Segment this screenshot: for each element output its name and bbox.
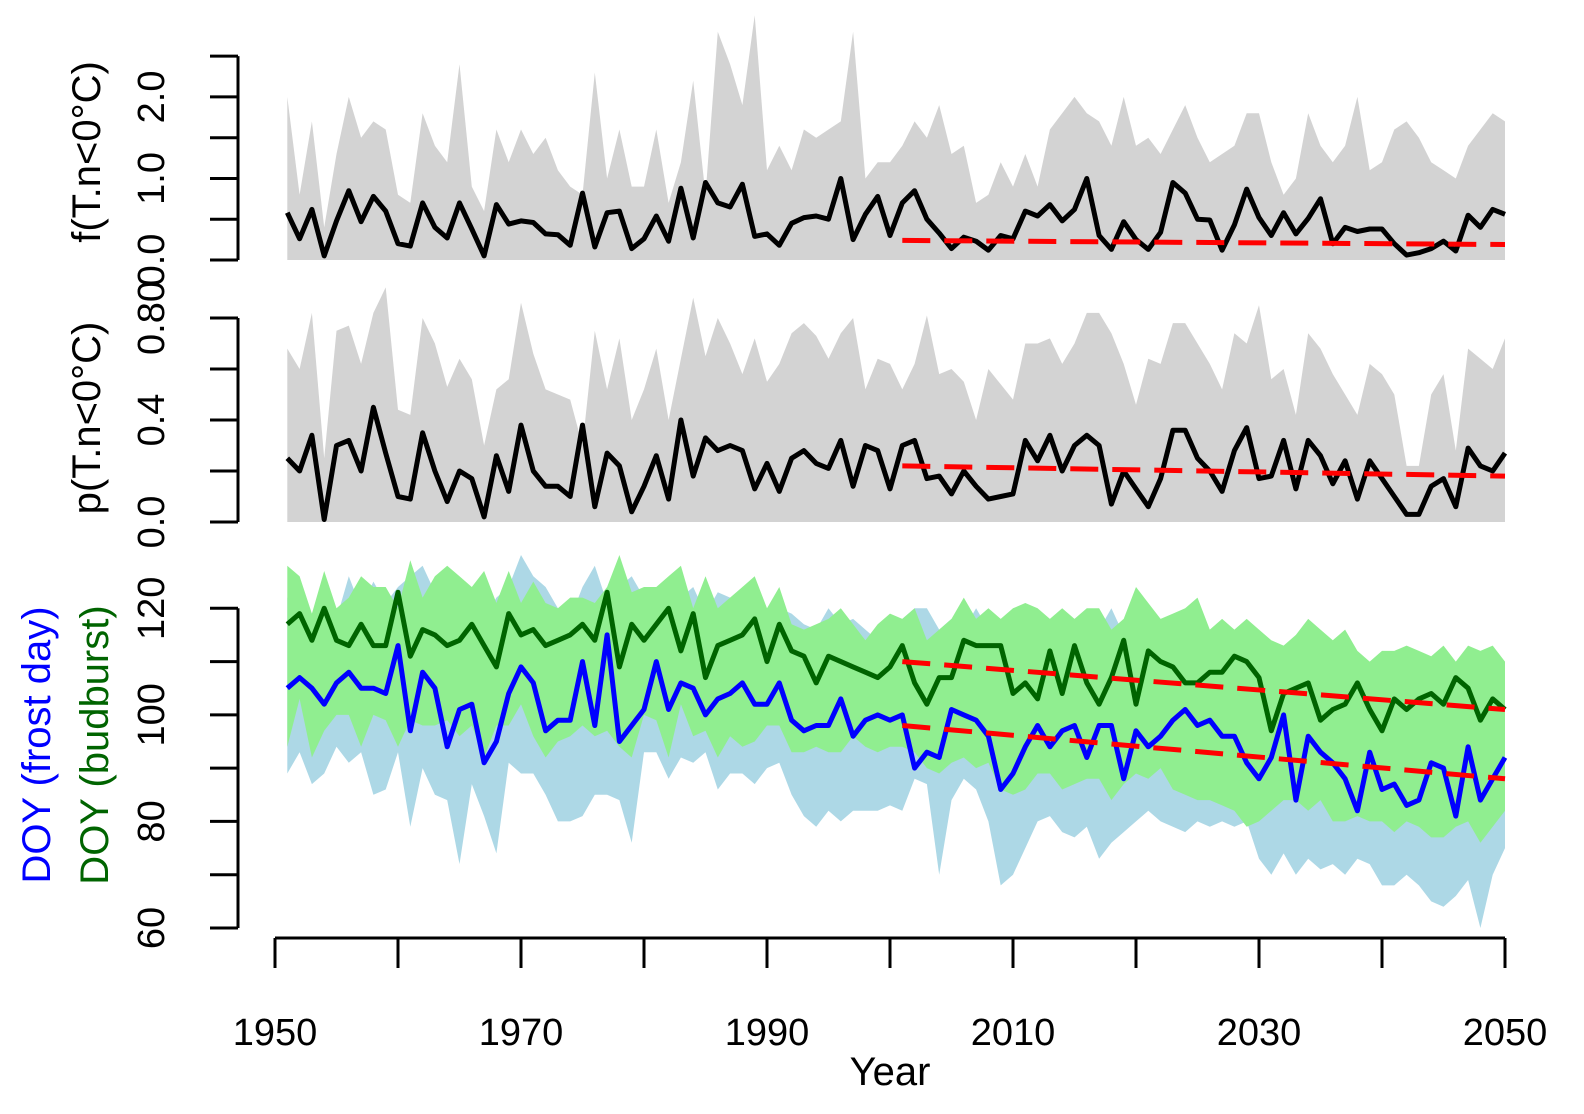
x-tick-label: 1970 [479,1012,564,1054]
trend-line [902,659,1506,713]
x-tick-label: 2030 [1217,1012,1302,1054]
y-tick-label: 0.0 [131,234,173,287]
series-line [285,404,1508,522]
panel-top: 0.0 1.0 2.0 f(T.n<0°C) [65,15,1506,287]
y-tick-label: 1.0 [131,152,173,205]
panel-bottom-y-label-frost: DOY (frost day) [15,606,59,883]
panel-bottom: 60 80 100 120 DOY (frost day) DOY (budburst… [15,555,1508,949]
x-tick-label: 1990 [725,1012,810,1054]
trend-line [902,237,1506,248]
panel-middle-y-axis: 0.0 0.4 0.80 [131,281,240,549]
x-axis-title: Year [850,1050,931,1094]
y-tick-label: 100 [131,683,173,746]
x-axis: 1950 1970 1990 2010 2030 2050 [233,936,1548,1054]
y-tick-label: 60 [131,907,173,949]
panel-middle-marks [285,287,1508,522]
panel-bottom-y-label-budburst: DOY (budburst) [73,605,117,884]
trend-line [902,463,1506,479]
x-tick-label: 2050 [1463,1012,1548,1054]
y-tick-label: 0.4 [131,394,173,447]
uncertainty-band [287,287,1505,522]
x-tick-label: 2010 [971,1012,1056,1054]
uncertainty-band [287,15,1505,261]
y-tick-label: 80 [131,800,173,842]
y-tick-label: 120 [131,577,173,640]
y-tick-label: 0.80 [131,281,173,355]
panel-middle: 0.0 0.4 0.80 p(T.n<0°C) [65,281,1508,549]
y-tick-label: 2.0 [131,71,173,124]
panel-bottom-marks [285,555,1508,928]
panel-bottom-y-axis: 60 80 100 120 [131,577,240,949]
panel-top-y-axis: 0.0 1.0 2.0 [131,54,240,287]
series-line [285,632,1508,819]
series-line [285,176,1506,259]
uncertainty-band [287,555,1505,843]
panel-middle-y-label: p(T.n<0°C) [65,322,109,515]
x-tick-label: 1950 [233,1012,318,1054]
panel-top-y-label: f(T.n<0°C) [65,61,109,243]
series-line [285,589,1507,734]
panel-top-marks [285,15,1506,261]
trend-line [902,723,1506,782]
y-tick-label: 0.0 [131,496,173,549]
